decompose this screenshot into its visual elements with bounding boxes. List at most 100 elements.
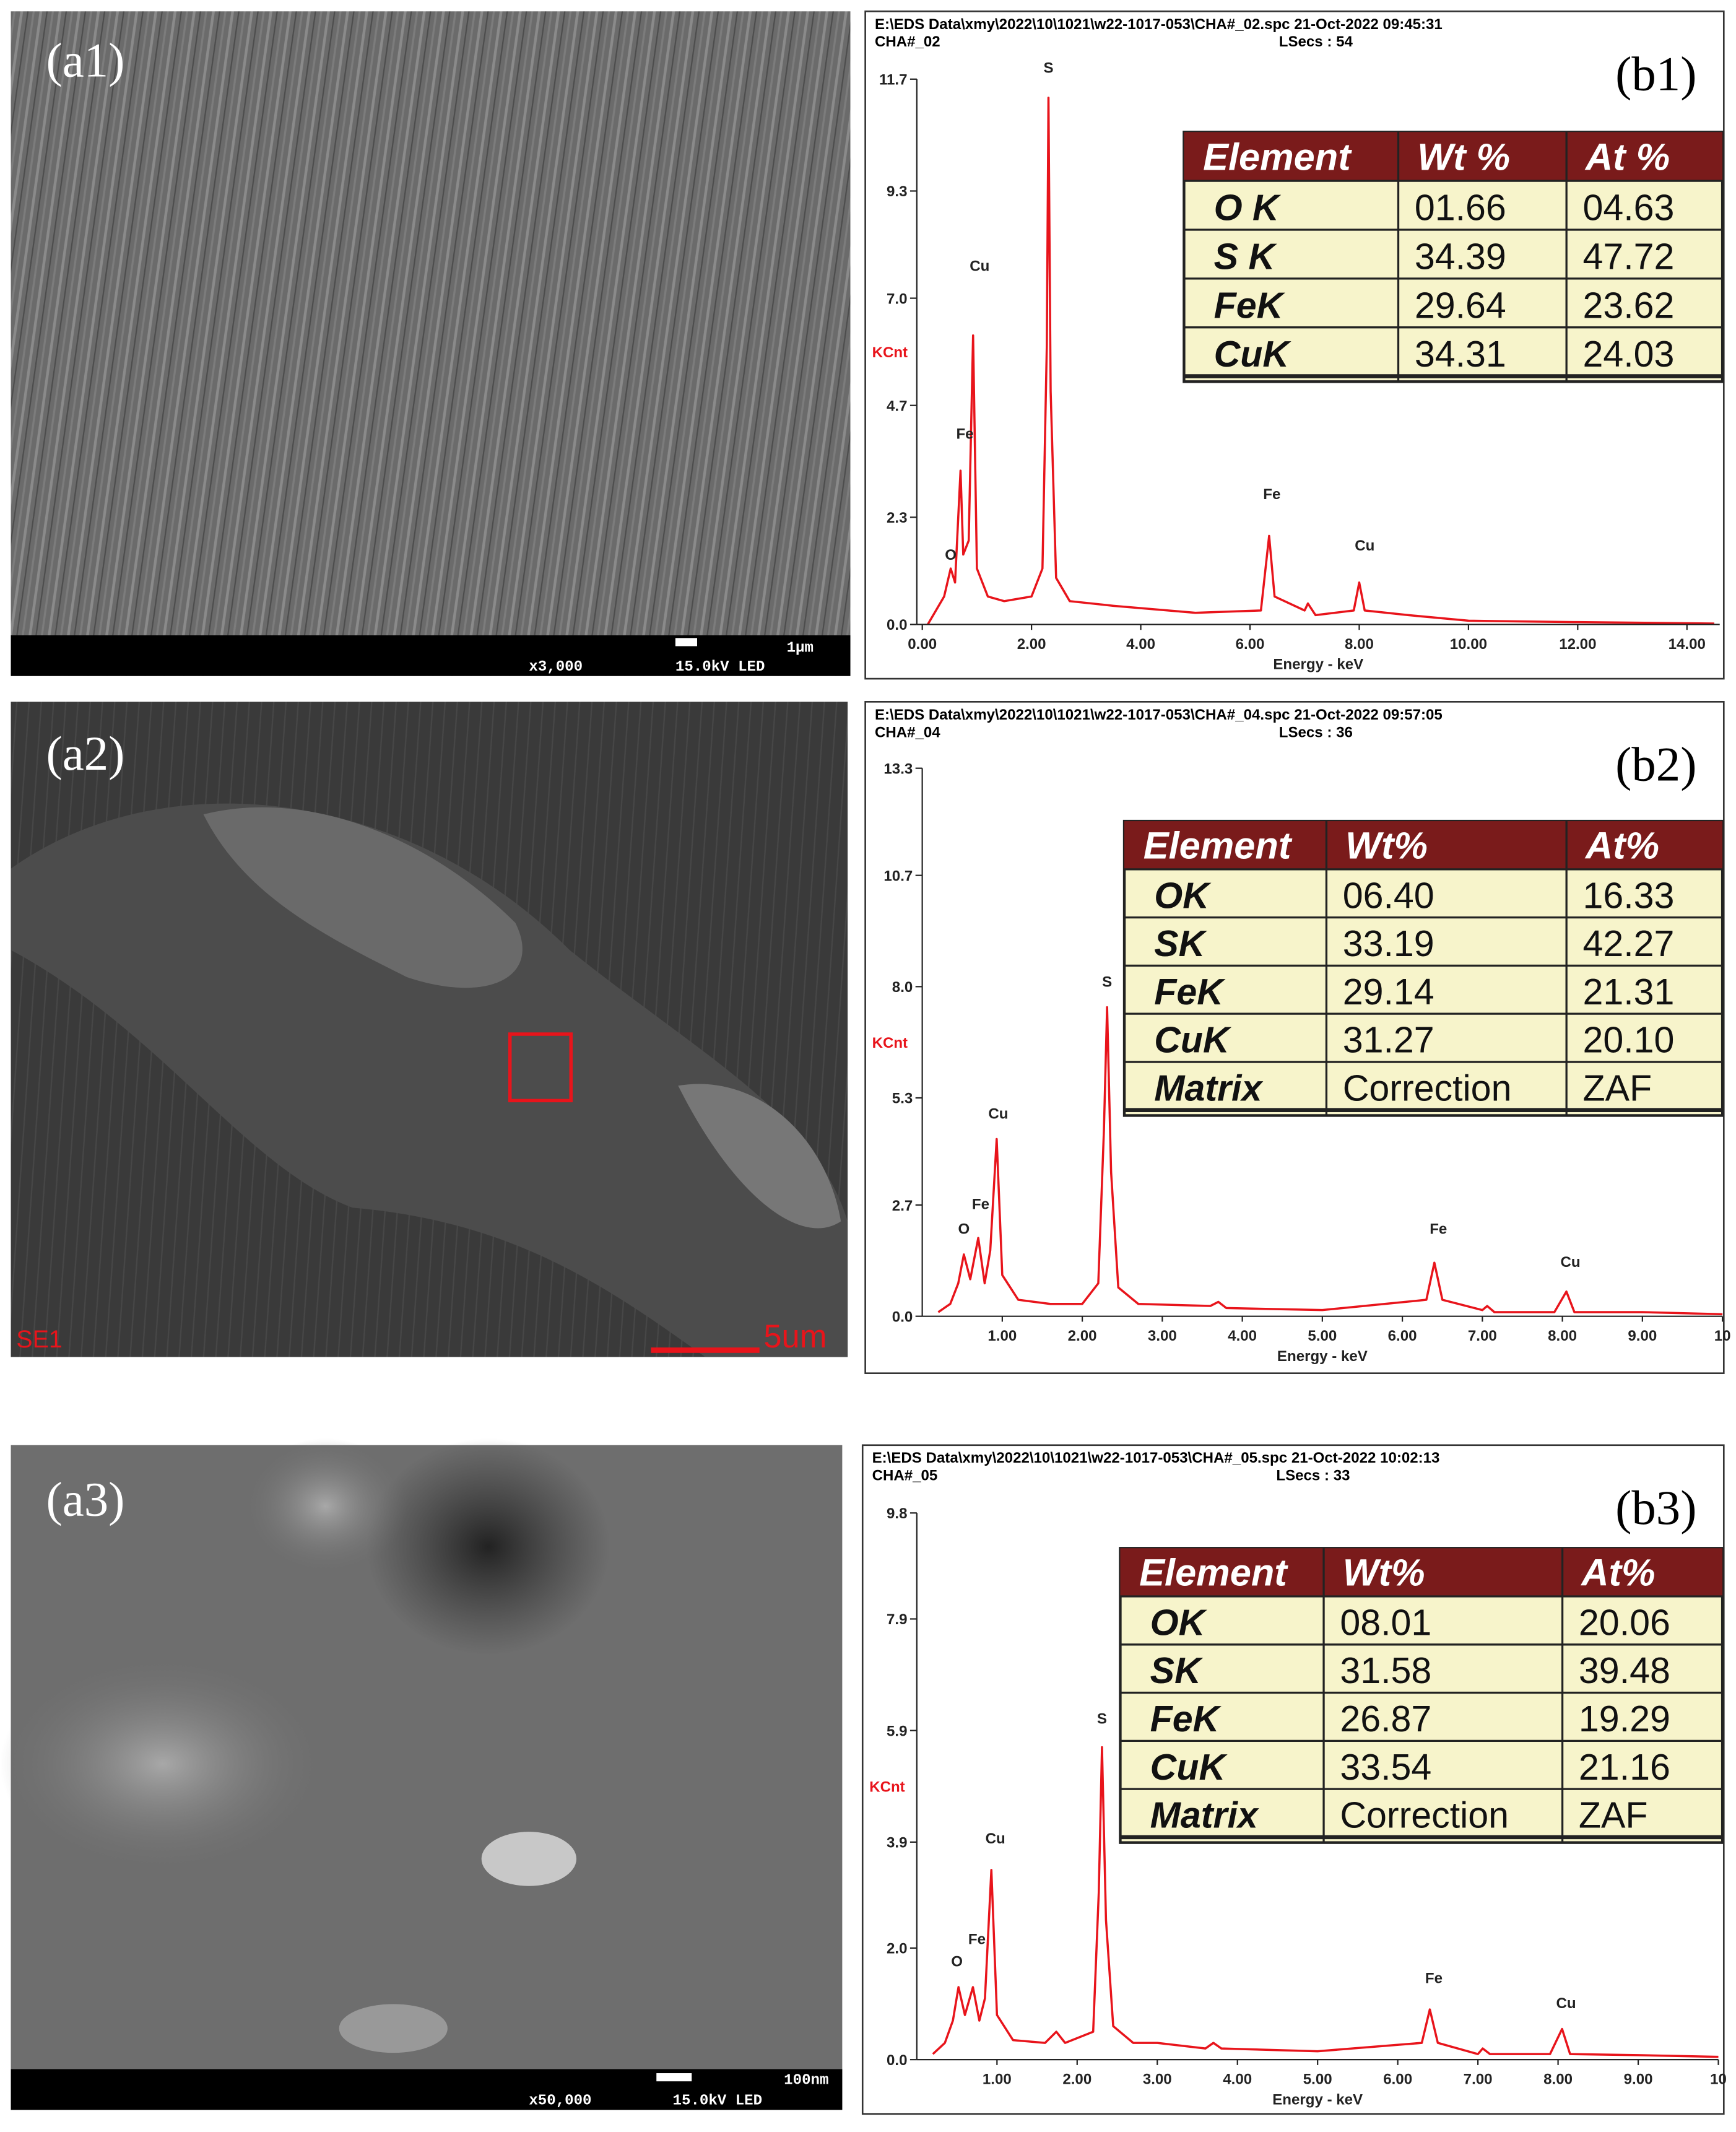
voltage: 15.0kV LED [673, 2092, 763, 2109]
x-tick-label: 2.00 [1062, 2071, 1092, 2088]
table-cell: SK [1150, 1650, 1204, 1691]
table-cell: 21.16 [1579, 1746, 1670, 1788]
panel-label: (b2) [1615, 737, 1696, 791]
x-tick-label: 8.00 [1345, 636, 1374, 653]
y-axis-label: KCnt [869, 1778, 905, 1795]
table-header: Wt% [1345, 824, 1428, 866]
x-tick-label: 5.00 [1303, 2071, 1332, 2088]
y-tick-label: 4.7 [887, 398, 907, 414]
table-cell: CuK [1214, 333, 1292, 375]
sem-image [11, 11, 851, 676]
file-header: E:\EDS Data\xmy\2022\10\1021\w22-1017-05… [875, 16, 1443, 33]
peak-label: Cu [988, 1105, 1008, 1122]
table-cell: CuK [1150, 1746, 1228, 1788]
table-cell: 20.06 [1579, 1601, 1670, 1643]
x-axis-label: Energy - keV [1277, 1348, 1368, 1365]
y-tick-label: 2.3 [887, 510, 907, 526]
peak-label: Fe [1425, 1970, 1443, 1986]
peak-label: Cu [970, 258, 989, 274]
x-axis-label: Energy - keV [1272, 2091, 1363, 2108]
table-header: Wt % [1417, 136, 1510, 178]
panel-label: (a3) [46, 1473, 124, 1527]
table-cell: 29.64 [1415, 284, 1506, 326]
sem-texture [481, 1832, 577, 1886]
x-tick-label: 12.00 [1559, 636, 1596, 653]
panel-label: (a2) [46, 727, 124, 781]
table-header: Element [1203, 136, 1352, 178]
peak-label: Fe [1430, 1221, 1447, 1238]
x-tick-label: 10 [1710, 2071, 1727, 2088]
detector: SE1 [16, 1326, 63, 1353]
table-cell: 20.10 [1582, 1019, 1674, 1061]
x-tick-label: 2.00 [1068, 1328, 1097, 1344]
live-time: LSecs : 33 [1276, 1468, 1350, 1484]
table-cell: 19.29 [1579, 1698, 1670, 1739]
peak-label: Cu [1560, 1254, 1580, 1271]
panel-label: (a1) [46, 33, 124, 87]
scale-bar [656, 2073, 692, 2082]
live-time: LSecs : 54 [1279, 33, 1353, 50]
file-header: E:\EDS Data\xmy\2022\10\1021\w22-1017-05… [872, 1450, 1440, 1466]
x-tick-label: 1.00 [983, 2071, 1012, 2088]
scale-text: 5um [763, 1318, 827, 1355]
x-tick-label: 6.00 [1383, 2071, 1412, 2088]
magnification: x3,000 [529, 659, 583, 676]
table-cell: Matrix [1154, 1067, 1263, 1108]
table-header: Element [1139, 1551, 1288, 1594]
panel-label: (b1) [1615, 47, 1696, 101]
panel-label: (b3) [1615, 1481, 1696, 1535]
table-cell: 33.54 [1340, 1746, 1431, 1788]
x-tick-label: 8.00 [1543, 2071, 1573, 2088]
scale-bar [675, 638, 697, 646]
peak-label: O [958, 1221, 970, 1238]
y-tick-label: 10.7 [883, 868, 913, 884]
live-time: LSecs : 36 [1279, 724, 1353, 741]
y-axis-label: KCnt [872, 344, 908, 361]
table-header: Wt% [1343, 1551, 1425, 1594]
y-tick-label: 2.0 [887, 1941, 907, 1957]
table-cell: FeK [1150, 1698, 1222, 1739]
table-cell: FeK [1154, 971, 1226, 1012]
peak-label: Fe [1263, 486, 1280, 503]
spectrum-line [926, 97, 1714, 625]
x-tick-label: 4.00 [1223, 2071, 1252, 2088]
table-cell: 23.62 [1582, 284, 1674, 326]
table-header: At % [1584, 136, 1670, 178]
eds-panel: E:\EDS Data\xmy\2022\10\1021\w22-1017-05… [864, 10, 1725, 680]
table-cell: 33.19 [1343, 923, 1434, 964]
sem-panel: (a2) SE1 5um [11, 702, 848, 1357]
y-tick-label: 11.7 [879, 72, 908, 89]
x-tick-label: 9.00 [1628, 1328, 1657, 1344]
table-cell: 26.87 [1340, 1698, 1431, 1739]
table-cell: ZAF [1582, 1067, 1652, 1108]
spectrum-line [937, 1006, 1723, 1316]
y-tick-label: 5.9 [887, 1723, 907, 1739]
x-tick-label: 5.00 [1308, 1328, 1337, 1344]
table-header-bg [1124, 821, 1723, 869]
table-cell: 08.01 [1340, 1601, 1431, 1643]
eds-panel: E:\EDS Data\xmy\2022\10\1021\w22-1017-05… [861, 1444, 1727, 2115]
table-cell: 16.33 [1582, 874, 1674, 916]
table-cell: S K [1214, 236, 1278, 277]
spectrum-name: CHA#_05 [872, 1468, 938, 1484]
sem-texture [339, 2004, 448, 2053]
scale-text: 100nm [784, 2073, 828, 2089]
table-cell: ZAF [1579, 1795, 1648, 1836]
y-tick-label: 0.0 [887, 617, 907, 633]
magnification: x50,000 [529, 2092, 591, 2109]
peak-label: S [1043, 59, 1053, 76]
table-cell: 42.27 [1582, 923, 1674, 964]
table-cell: 01.66 [1415, 187, 1506, 228]
y-tick-label: 3.9 [887, 1835, 907, 1851]
y-tick-label: 9.8 [887, 1505, 907, 1522]
peak-label: Cu [986, 1830, 1005, 1847]
table-cell: FeK [1214, 284, 1286, 326]
x-tick-label: 9.00 [1624, 2071, 1653, 2088]
y-tick-label: 13.3 [883, 760, 913, 777]
x-tick-label: 8.00 [1548, 1328, 1577, 1344]
table-cell: 04.63 [1582, 187, 1674, 228]
x-tick-label: 7.00 [1468, 1328, 1497, 1344]
x-tick-label: 6.00 [1388, 1328, 1417, 1344]
